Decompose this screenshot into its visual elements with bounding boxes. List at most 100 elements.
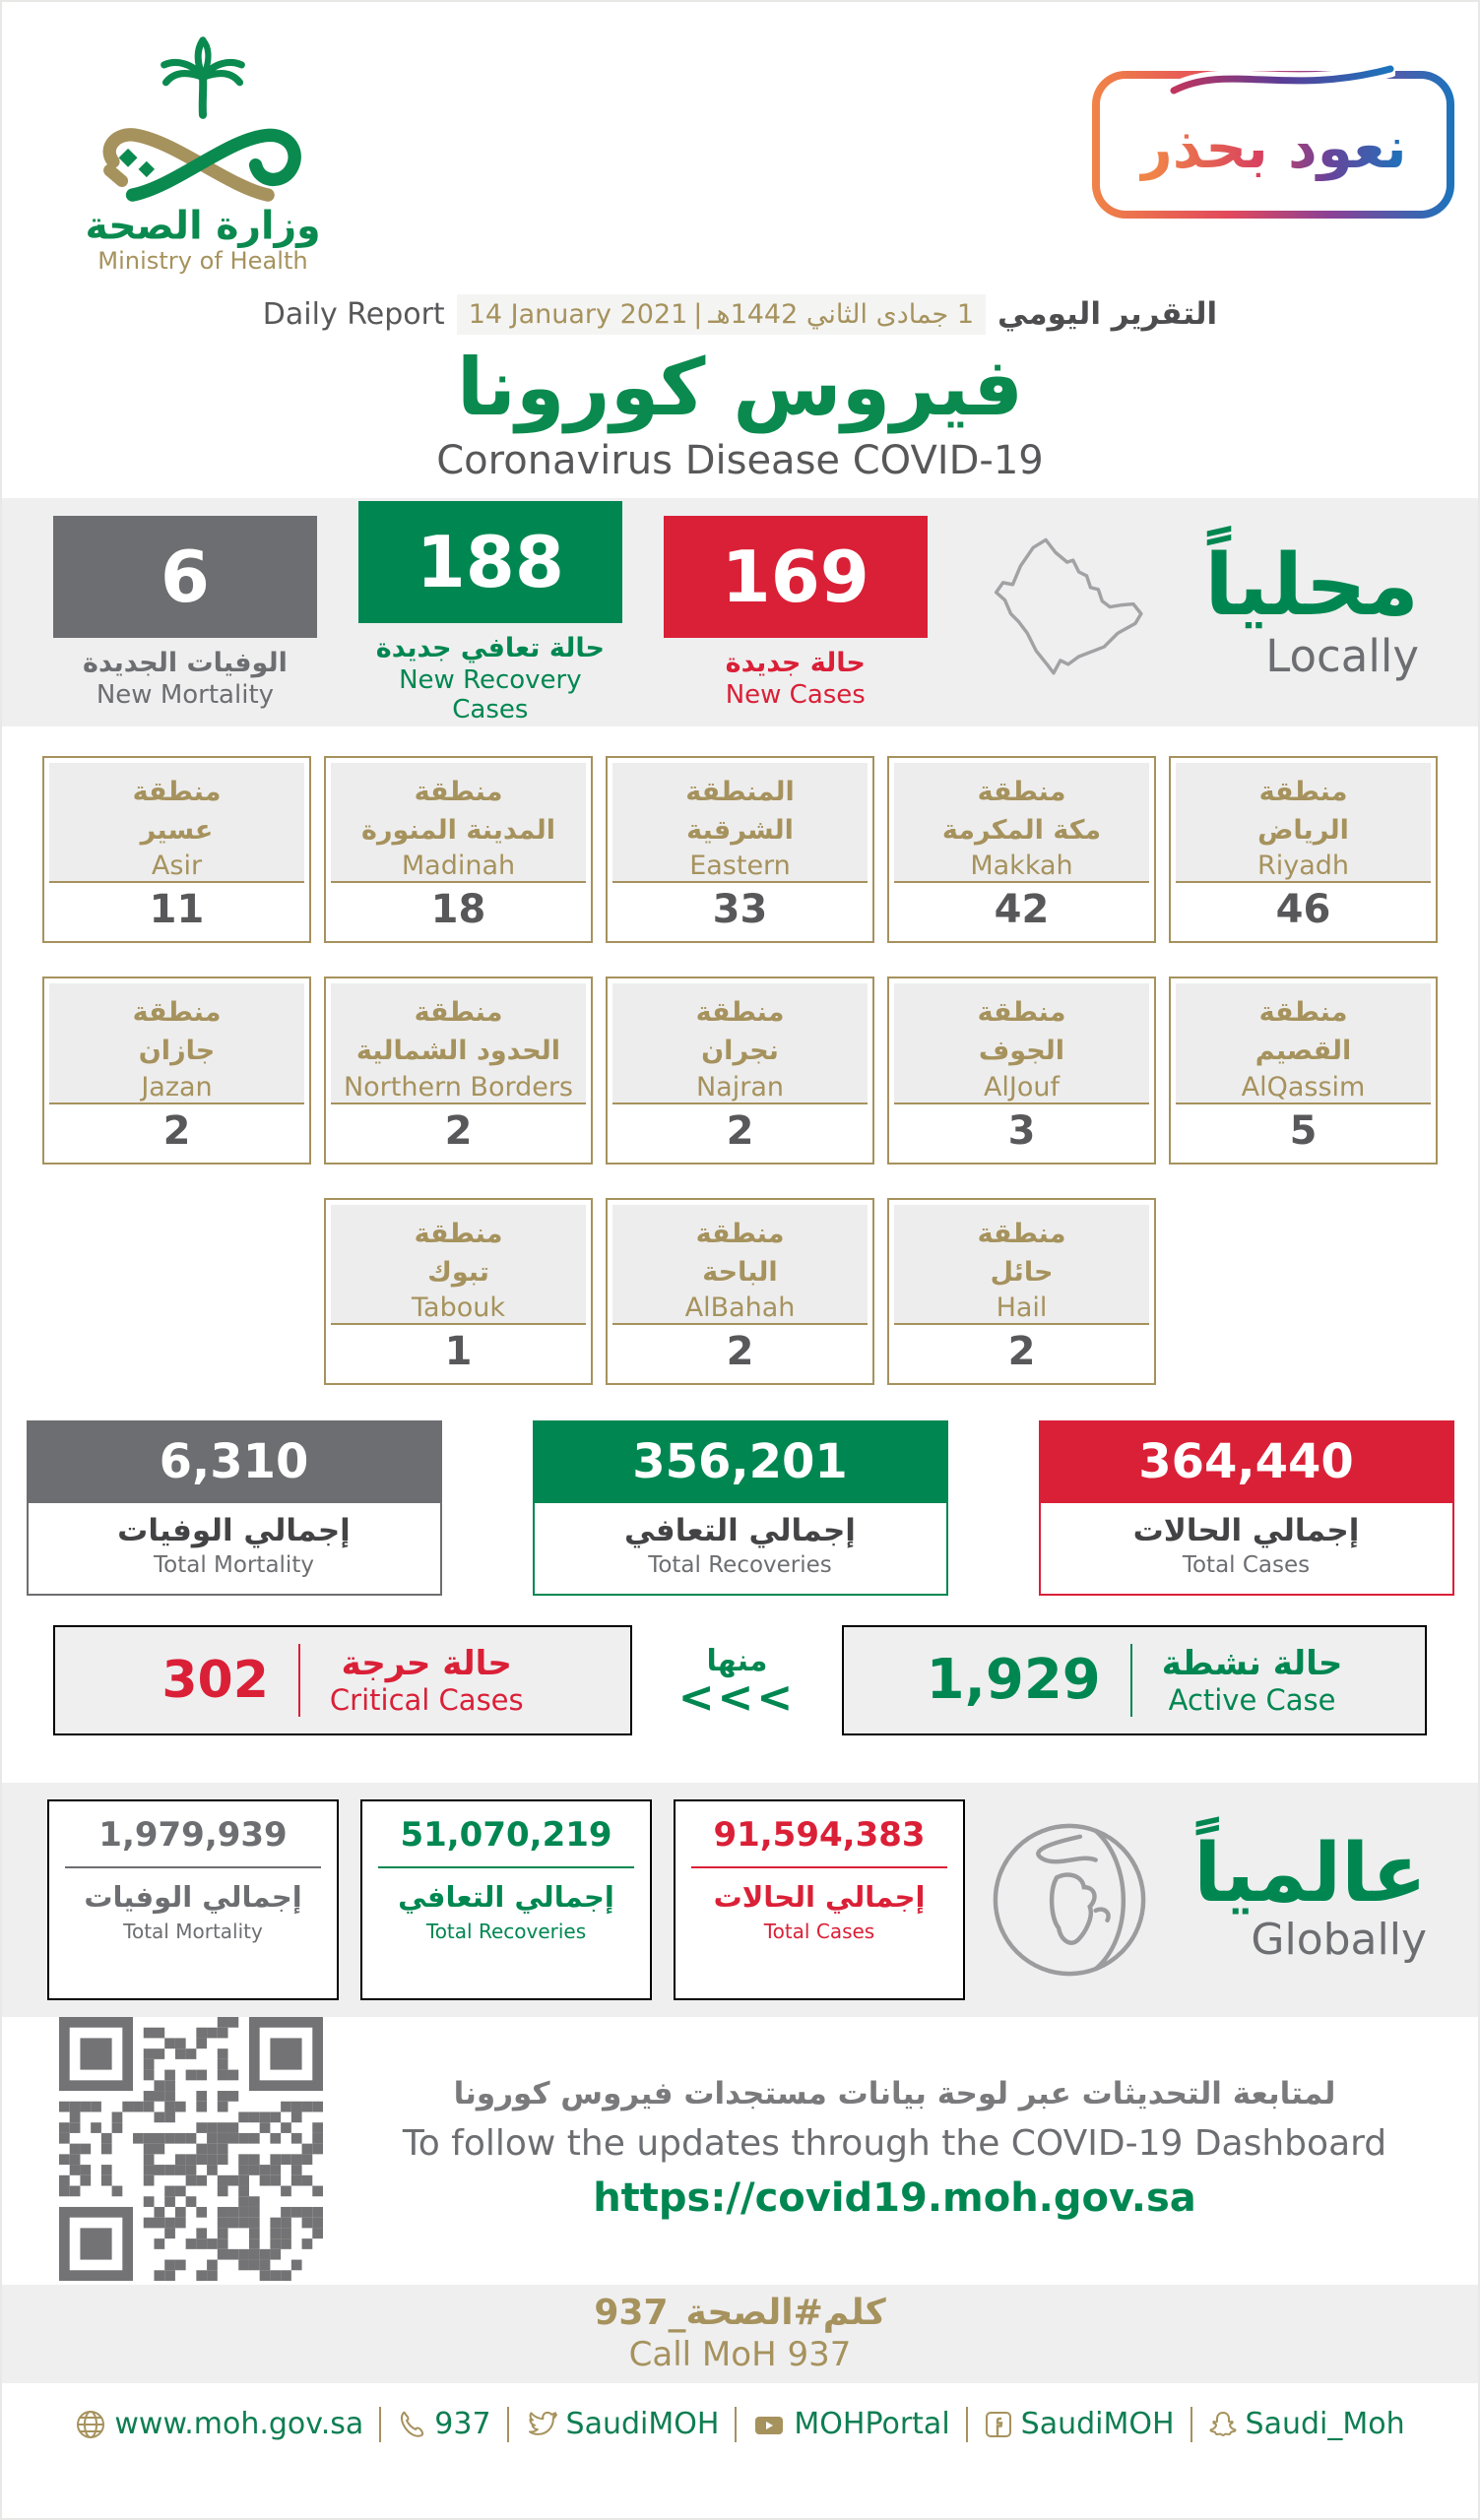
qr-code: [59, 2016, 323, 2281]
regions-row-1: منطقة عسير Asir 11 منطقة المدينة المنورة…: [2, 756, 1478, 944]
footer-facebook-label: SaudiMOH: [1020, 2407, 1175, 2442]
active-cases-label-en: Active Case: [1168, 1682, 1336, 1717]
region-name-en: AlBahah: [684, 1292, 796, 1323]
total-recoveries-label-en: Total Recoveries: [648, 1551, 832, 1578]
badge-text: نعود بحذر: [1139, 108, 1406, 181]
footer-item-youtube[interactable]: MOHPortal: [752, 2407, 950, 2441]
region-name-en: Madinah: [401, 850, 516, 882]
date-gregorian: 14 January 2021: [468, 298, 688, 330]
facebook-icon: [985, 2411, 1011, 2437]
locally-label-en: Locally: [1265, 629, 1420, 682]
region-value: 2: [726, 1107, 754, 1154]
call-moh-en: Call MoH 937: [628, 2335, 852, 2375]
critical-cases-value: 302: [161, 1650, 269, 1710]
total-mortality-label-en: Total Mortality: [154, 1551, 314, 1578]
global-cases-label-ar: إجمالي الحالات: [713, 1879, 926, 1914]
divider: [1190, 2406, 1192, 2442]
of-which-indicator: منها <<<: [632, 1644, 842, 1723]
region-card-eastern: المنطقة الشرقية Eastern 33: [606, 756, 874, 944]
region-name-en: Hail: [996, 1292, 1048, 1323]
footer-item-facebook[interactable]: SaudiMOH: [984, 2407, 1175, 2441]
region-name-en: Asir: [151, 850, 203, 882]
total-cases-label-en: Total Cases: [1182, 1551, 1311, 1578]
new-mortality-stat: 6 الوفيات الجديدة New Mortality: [53, 515, 317, 710]
region-name-en: Tabouk: [412, 1292, 505, 1323]
global-mortality-label-ar: إجمالي الوفيات: [84, 1879, 302, 1914]
global-cases-label-en: Total Cases: [763, 1919, 875, 1943]
divider: [379, 2406, 382, 2442]
footer-item-snapchat[interactable]: Saudi_Moh: [1208, 2407, 1405, 2441]
footer-item-phone[interactable]: 937: [397, 2407, 491, 2441]
global-mortality-box: 1,979,939 إجمالي الوفيات Total Mortality: [47, 1798, 339, 2000]
region-name-ar: منطقة حائل: [977, 1218, 1066, 1288]
new-recoveries-label-en: New Recovery Cases: [399, 664, 582, 724]
divider: [735, 2406, 738, 2442]
footer-twitter-label: SaudiMOH: [565, 2407, 720, 2442]
dashboard-note-ar: لمتابعة التحديثات عبر لوحة بيانات مستجدا…: [453, 2076, 1336, 2112]
active-cases-value: 1,929: [926, 1648, 1101, 1713]
region-value: 33: [712, 887, 768, 933]
date-hijri: 1 جمادى الثاني 1442هـ: [708, 298, 975, 330]
region-name-ar: منطقة الحدود الشمالية: [355, 997, 561, 1067]
divider: [297, 1643, 300, 1717]
region-name-en: Makkah: [970, 850, 1073, 882]
return-with-caution-badge: نعود بحذر: [1092, 60, 1454, 219]
footer-snapchat-label: Saudi_Moh: [1245, 2407, 1405, 2442]
region-card-madinah: منطقة المدينة المنورة Madinah 18: [324, 756, 593, 944]
chevrons-left-icon: <<<: [677, 1671, 797, 1723]
svg-text:Ministry of Health: Ministry of Health: [97, 247, 307, 275]
global-cases-box: 91,594,383 إجمالي الحالات Total Cases: [674, 1798, 965, 2000]
total-recoveries-value: 356,201: [532, 1419, 948, 1503]
region-name-en: Najran: [695, 1071, 784, 1102]
global-recoveries-value: 51,070,219: [400, 1814, 612, 1855]
global-recoveries-label-ar: إجمالي التعافي: [398, 1879, 614, 1914]
phone-icon: [401, 2411, 424, 2437]
daily-report-en: Daily Report: [262, 296, 445, 332]
snapchat-icon: [1209, 2411, 1237, 2436]
page-title-english: Coronavirus Disease COVID-19: [436, 438, 1044, 483]
region-value: 2: [1007, 1328, 1036, 1374]
divider: [965, 2406, 968, 2442]
footer-item-twitter[interactable]: SaudiMOH: [525, 2407, 720, 2442]
daily-report-ar: التقرير اليومي: [997, 296, 1218, 332]
youtube-icon: [755, 2416, 784, 2434]
region-value: 2: [726, 1328, 754, 1374]
active-cases-label-ar: حالة نشطة: [1161, 1643, 1343, 1683]
saudi-map-icon: [994, 537, 1143, 674]
divider: [1129, 1643, 1132, 1717]
report-date: 14 January 2021 | 1 جمادى الثاني 1442هـ: [456, 293, 987, 335]
date-divider: |: [693, 298, 703, 330]
total-cases-label-ar: إجمالي الحالات: [1132, 1512, 1360, 1548]
svg-text:وزارة الصحة: وزارة الصحة: [85, 205, 320, 249]
region-name-ar: منطقة مكة المكرمة: [941, 777, 1102, 847]
region-name-ar: منطقة الجوف: [977, 997, 1066, 1067]
globe-icon: [993, 1823, 1146, 1977]
region-value: 46: [1275, 887, 1331, 933]
globally-label-ar: عالمياً: [1193, 1827, 1427, 1922]
new-cases-label-ar: حالة جديدة: [725, 647, 866, 678]
locally-label: محلياً Locally: [1204, 543, 1427, 682]
region-card-riyadh: منطقة الرياض Riyadh 46: [1169, 756, 1438, 944]
total-mortality-card: 6,310 إجمالي الوفيات Total Mortality: [26, 1419, 442, 1596]
dashboard-url-link[interactable]: https://covid19.moh.gov.sa: [593, 2175, 1196, 2222]
globe-icon: [77, 2410, 105, 2438]
critical-cases-label-ar: حالة حرجة: [341, 1643, 512, 1683]
locally-section: 6 الوفيات الجديدة New Mortality 188 حالة…: [2, 498, 1478, 726]
regions-row-2: منطقة جازان Jazan 2 منطقة الحدود الشمالي…: [2, 976, 1478, 1165]
region-name-ar: المنطقة الشرقية: [685, 777, 795, 847]
new-cases-stat: 169 حالة جديدة New Cases: [663, 515, 928, 710]
footer-item-website[interactable]: www.moh.gov.sa: [75, 2407, 363, 2441]
region-name-ar: منطقة الرياض: [1257, 777, 1349, 847]
new-cases-value: 169: [721, 535, 869, 618]
footer-website-label: www.moh.gov.sa: [114, 2407, 364, 2442]
region-value: 2: [162, 1107, 191, 1154]
globally-section: 1,979,939 إجمالي الوفيات Total Mortality…: [2, 1782, 1478, 2017]
region-value: 1: [444, 1328, 473, 1374]
new-recoveries-label-ar: حالة تعافي جديدة: [375, 632, 605, 663]
badge-swoosh-icon: [1169, 60, 1395, 98]
region-value: 18: [430, 887, 486, 933]
region-name-ar: منطقة الباحة: [695, 1218, 785, 1288]
region-name-ar: منطقة القصيم: [1255, 997, 1352, 1067]
new-mortality-value: 6: [160, 535, 210, 618]
regions-grid: منطقة عسير Asir 11 منطقة المدينة المنورة…: [2, 756, 1478, 1385]
